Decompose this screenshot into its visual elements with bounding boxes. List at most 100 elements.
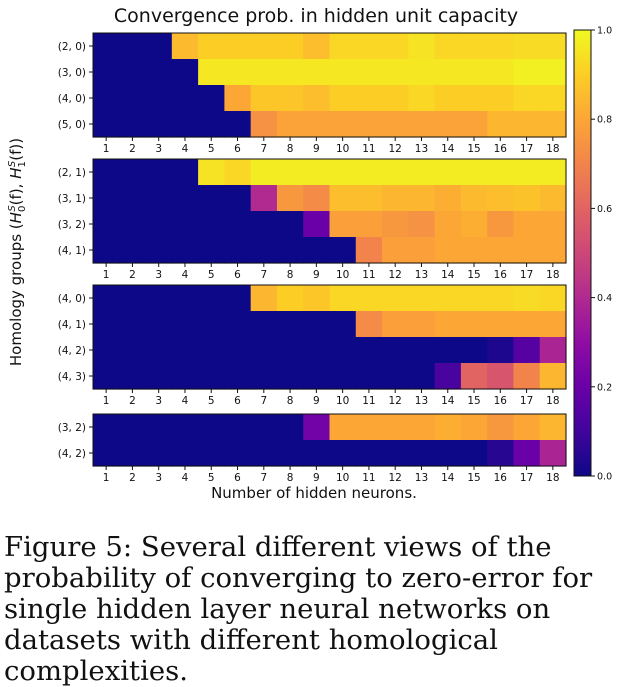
heatmap-cell — [224, 363, 252, 390]
heatmap-cell — [329, 33, 357, 60]
heatmap-cell — [276, 285, 304, 312]
heatmap-cell — [460, 59, 488, 86]
heatmap-cell — [355, 363, 383, 390]
heatmap-cell — [198, 414, 225, 441]
row-tick-label: (3, 2) — [58, 219, 86, 231]
heatmap-panel-4: (3, 2)(4, 2)1 2 3 4 5 6 7 8 9 10 11 12 13 14 15 16 17 18 — [58, 413, 567, 484]
heatmap-cell — [303, 33, 331, 60]
heatmap-cell — [539, 311, 567, 338]
heatmap-cell — [487, 440, 515, 467]
x-tick-label: 3 — [155, 395, 162, 407]
row-tick-label: (4, 2) — [58, 448, 86, 460]
heatmap-panel-2: (2, 1)(3, 1)(3, 2)(4, 1)1 2 3 4 5 6 7 8 9 10 11 12 1… — [58, 158, 567, 281]
heatmap-cell — [250, 59, 278, 86]
heatmap-cell — [93, 159, 120, 186]
heatmap-cell — [145, 337, 173, 364]
heatmap-cell — [303, 414, 331, 441]
heatmap-cell — [250, 185, 278, 212]
x-tick-label: 17 — [520, 472, 533, 484]
heatmap-cell — [119, 285, 147, 312]
heatmap-cell — [434, 85, 462, 112]
heatmap-cell — [487, 414, 515, 441]
heatmap-cell — [408, 185, 436, 212]
heatmap-cell — [145, 185, 173, 212]
row-tick-label: (3, 0) — [58, 67, 86, 79]
heatmap-cell — [460, 111, 488, 138]
x-tick-label: 15 — [467, 269, 480, 281]
chart-title: Convergence prob. in hidden unit capacit… — [114, 5, 518, 27]
x-tick-label: 9 — [313, 269, 320, 281]
x-tick-label: 2 — [129, 472, 136, 484]
heatmap-cell — [487, 185, 515, 212]
heatmap-cell — [303, 311, 331, 338]
heatmap-cell — [250, 159, 278, 186]
heatmap-cell — [408, 111, 436, 138]
heatmap-cell — [408, 85, 436, 112]
heatmap-cell — [303, 111, 331, 138]
colorbar-tick-label: 0.0 — [597, 472, 612, 483]
heatmap-cell — [224, 414, 252, 441]
heatmap-cell — [171, 414, 199, 441]
heatmap-cell — [303, 337, 331, 364]
x-tick-label: 14 — [441, 143, 455, 155]
heatmap-cell — [513, 185, 541, 212]
heatmap-cell — [171, 363, 199, 390]
heatmap-cell — [513, 363, 541, 390]
heatmap-cell — [93, 85, 120, 112]
heatmap-cell — [276, 185, 304, 212]
x-tick-label: 18 — [546, 472, 559, 484]
heatmap-cell — [250, 85, 278, 112]
colorbar-gradient — [573, 29, 592, 477]
heatmap-cell — [198, 185, 225, 212]
x-tick-label: 11 — [362, 395, 375, 407]
heatmap-cell — [93, 440, 120, 467]
x-tick-label: 5 — [208, 395, 215, 407]
x-tick-label: 16 — [494, 143, 508, 155]
heatmap-cell — [460, 33, 488, 60]
x-tick-label: 18 — [546, 395, 559, 407]
x-tick-label: 10 — [336, 395, 349, 407]
heatmap-cell — [434, 337, 462, 364]
heatmap-cell — [382, 311, 409, 338]
x-tick-label: 5 — [208, 472, 215, 484]
heatmap-cell — [250, 337, 278, 364]
heatmap-cell — [119, 237, 147, 264]
x-tick-label: 3 — [155, 472, 162, 484]
heatmap-cell — [408, 59, 436, 86]
heatmap-cell — [355, 440, 383, 467]
heatmap-cell — [145, 363, 173, 390]
heatmap-cell — [513, 111, 541, 138]
x-tick-label: 14 — [441, 269, 455, 281]
heatmap-cell — [539, 414, 567, 441]
heatmap-cell — [224, 211, 252, 238]
heatmap-cell — [276, 414, 304, 441]
heatmap-cell — [171, 285, 199, 312]
heatmap-cell — [408, 33, 436, 60]
heatmap-cell — [329, 237, 357, 264]
heatmap-cell — [382, 337, 409, 364]
heatmap-cell — [224, 285, 252, 312]
x-tick-label: 4 — [182, 472, 189, 484]
colorbar-tick-label: 0.6 — [597, 204, 612, 215]
x-tick-label: 6 — [234, 143, 241, 155]
heatmap-cell — [408, 159, 436, 186]
heatmap-cell — [119, 311, 147, 338]
row-tick-label: (4, 1) — [58, 319, 86, 331]
heatmap-cell — [513, 414, 541, 441]
heatmap-cell — [119, 85, 147, 112]
heatmap-cell — [276, 85, 304, 112]
heatmap-cell — [303, 211, 331, 238]
heatmap-cell — [276, 440, 304, 467]
heatmap-cell — [250, 211, 278, 238]
heatmap-cell — [539, 285, 567, 312]
x-tick-label: 14 — [441, 395, 455, 407]
heatmap-cell — [487, 363, 515, 390]
heatmap-cell — [408, 285, 436, 312]
x-tick-label: 12 — [389, 395, 402, 407]
heatmap-cell — [329, 311, 357, 338]
row-tick-label: (4, 2) — [58, 345, 86, 357]
heatmap-cell — [539, 59, 567, 86]
heatmap-cell — [382, 111, 409, 138]
heatmap-cell — [434, 440, 462, 467]
x-tick-label: 13 — [415, 472, 428, 484]
